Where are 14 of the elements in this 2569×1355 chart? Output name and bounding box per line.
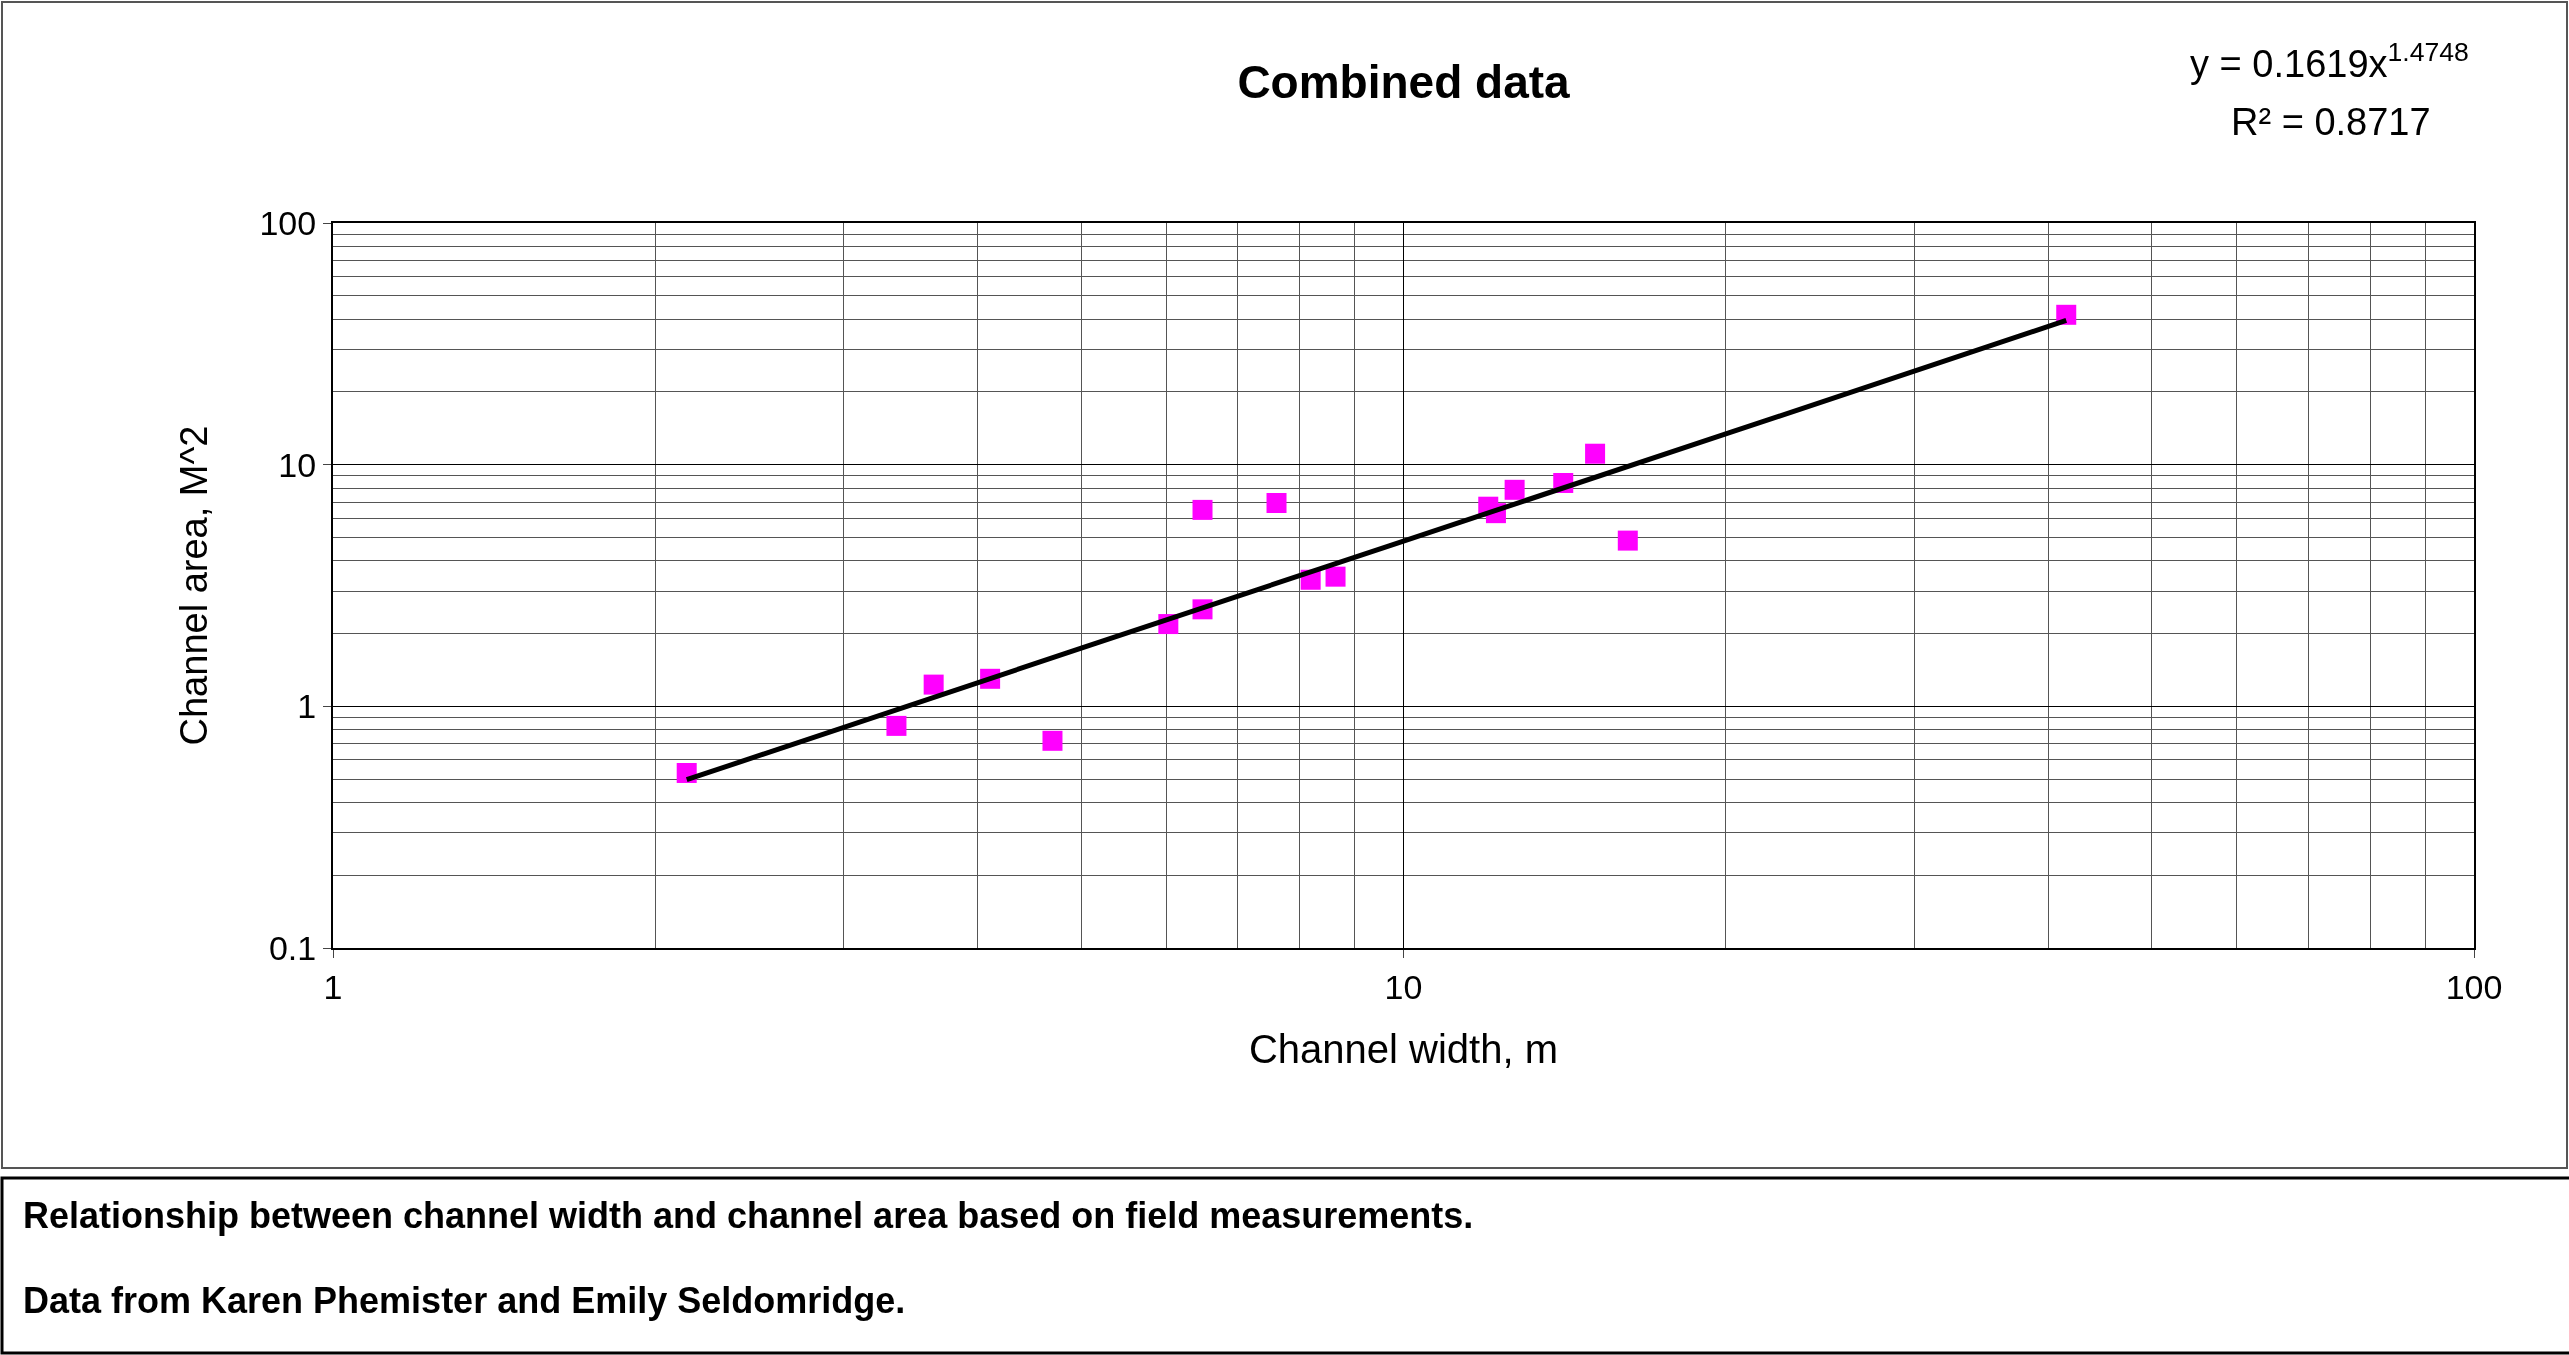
y-tick-label: 100 (259, 203, 317, 242)
y-axis-title: Channel area, M^2 (173, 425, 216, 746)
chart-title: Combined data (1237, 56, 1571, 109)
text: Data from Karen Phemister and Emily Seldomridge. (23, 1280, 906, 1321)
text: Relationship between channel width and channel area based on field measurements. (23, 1195, 1474, 1236)
x-tick-label: 10 (1384, 967, 1423, 1006)
y-tick-label: 1 (297, 687, 317, 726)
y-tick-label: 10 (278, 445, 317, 484)
text: R² = 0.8717 (2231, 101, 2431, 143)
x-tick-label: 100 (2445, 967, 2503, 1006)
text: y = 0.1619x$^{1.4748}$ (2190, 37, 2469, 85)
y-tick-label: 0.1 (268, 928, 317, 967)
x-tick-label: 1 (323, 967, 343, 1006)
x-axis-title: Channel width, m (1248, 1026, 1559, 1071)
